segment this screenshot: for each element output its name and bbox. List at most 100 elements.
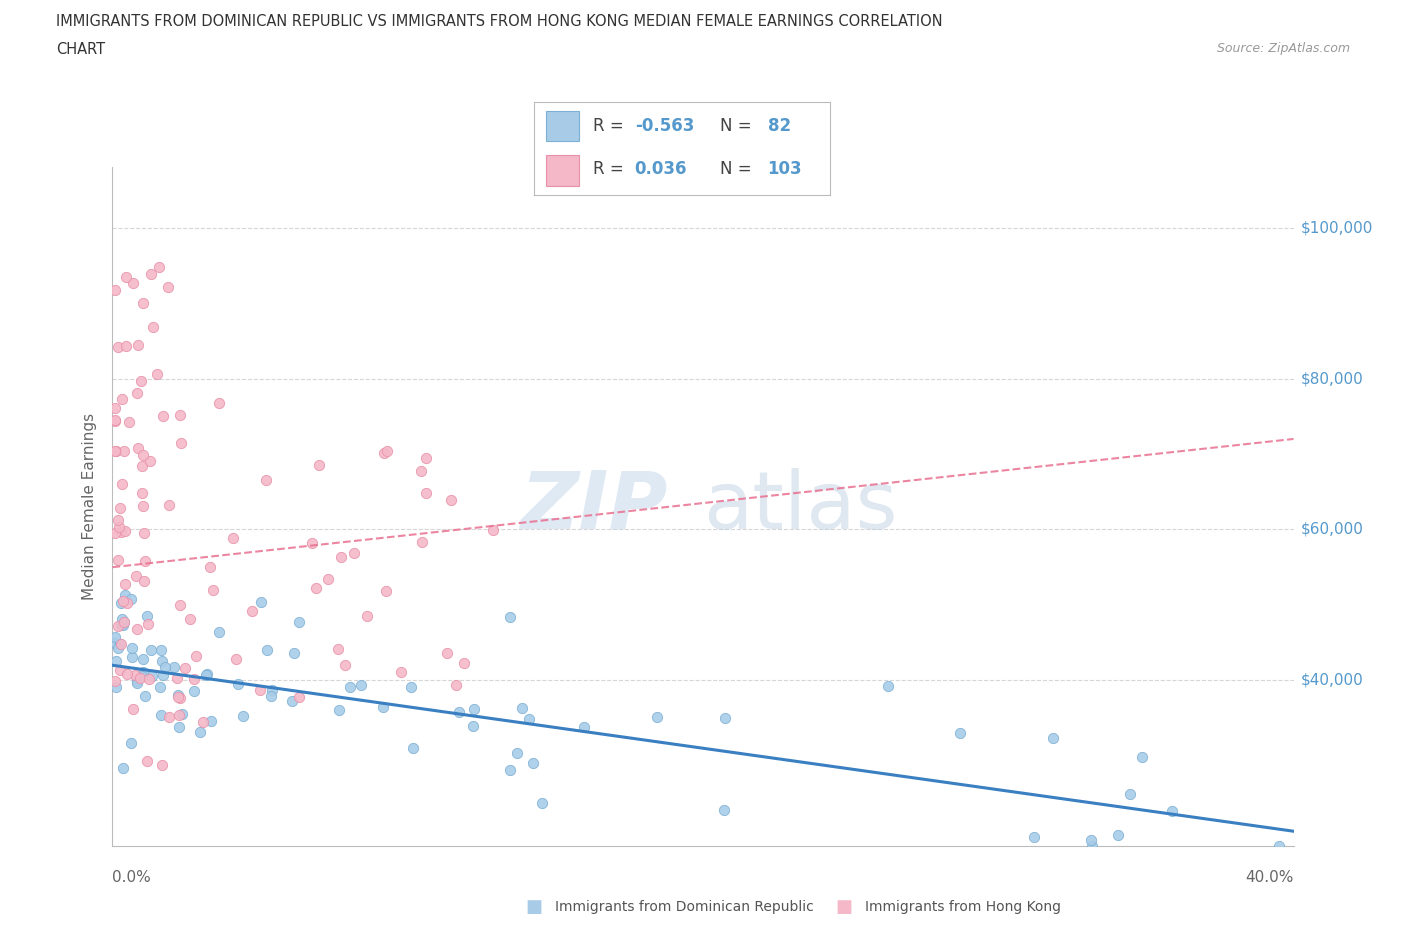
Point [1080, 832, 1102, 847]
Point [157, 710, 180, 724]
Point [132, 498, 155, 513]
Point [232, 708, 254, 723]
Text: Immigrants from Dominican Republic: Immigrants from Dominican Republic [555, 899, 814, 914]
Point [128, 338, 150, 352]
Point [167, 687, 190, 702]
Point [131, 485, 153, 500]
Point [135, 608, 157, 623]
Point [110, 637, 132, 652]
Point [111, 392, 134, 406]
Point [200, 560, 222, 575]
Text: IMMIGRANTS FROM DOMINICAN REPUBLIC VS IMMIGRANTS FROM HONG KONG MEDIAN FEMALE EA: IMMIGRANTS FROM DOMINICAN REPUBLIC VS IM… [56, 14, 943, 29]
Point [339, 680, 361, 695]
Text: R =: R = [593, 160, 630, 179]
Point [127, 441, 149, 456]
Point [375, 444, 398, 458]
Text: Immigrants from Hong Kong: Immigrants from Hong Kong [865, 899, 1060, 914]
Point [125, 386, 148, 401]
Point [1161, 804, 1184, 818]
Text: 82: 82 [768, 116, 790, 135]
Point [107, 512, 129, 527]
Point [114, 524, 136, 538]
Point [104, 630, 127, 644]
Point [108, 520, 131, 535]
Point [449, 705, 471, 720]
Point [150, 758, 173, 773]
Point [132, 448, 155, 463]
Point [510, 700, 533, 715]
Point [107, 618, 129, 633]
Point [129, 671, 152, 685]
Point [138, 672, 160, 687]
Text: $60,000: $60,000 [1301, 522, 1364, 537]
Point [1042, 730, 1064, 745]
Point [335, 658, 357, 672]
Point [356, 609, 378, 624]
Point [121, 276, 143, 291]
Point [399, 679, 422, 694]
Point [167, 690, 190, 705]
Point [172, 707, 194, 722]
Point [139, 453, 162, 468]
Point [132, 665, 155, 680]
Point [200, 714, 222, 729]
Point [104, 414, 127, 429]
Point [149, 680, 172, 695]
Point [124, 668, 146, 683]
Text: 40.0%: 40.0% [1246, 870, 1294, 884]
Point [150, 643, 173, 658]
Point [195, 668, 218, 683]
Point [107, 640, 129, 655]
Text: R =: R = [593, 116, 630, 135]
Point [118, 415, 141, 430]
Point [226, 676, 249, 691]
Point [225, 652, 247, 667]
Point [350, 678, 373, 693]
Point [1268, 839, 1291, 854]
Point [112, 444, 135, 458]
Point [499, 763, 522, 777]
Point [481, 522, 503, 537]
Point [112, 614, 135, 629]
Point [169, 719, 191, 734]
Point [146, 366, 169, 381]
Point [208, 625, 231, 640]
Point [134, 574, 156, 589]
Point [104, 636, 127, 651]
Point [141, 669, 163, 684]
Point [129, 374, 152, 389]
Point [115, 595, 138, 610]
Point [139, 643, 162, 658]
Text: 0.0%: 0.0% [112, 870, 152, 884]
Point [127, 622, 149, 637]
Point [522, 756, 544, 771]
Point [125, 675, 148, 690]
Point [444, 678, 467, 693]
Point [301, 536, 323, 551]
Point [169, 597, 191, 612]
Point [104, 674, 127, 689]
Point [104, 654, 127, 669]
Point [254, 472, 277, 487]
Point [1119, 787, 1142, 802]
Point [131, 669, 153, 684]
Point [111, 593, 134, 608]
Point [411, 534, 433, 549]
Point [148, 259, 170, 274]
Point [136, 617, 159, 631]
Point [152, 667, 174, 682]
Point [714, 711, 737, 725]
Point [453, 656, 475, 671]
Point [401, 740, 423, 755]
Point [375, 583, 398, 598]
Point [287, 615, 309, 630]
Point [409, 463, 432, 478]
Point [262, 683, 284, 698]
Point [240, 603, 263, 618]
Point [329, 550, 352, 565]
Point [104, 283, 127, 298]
Point [572, 720, 595, 735]
Point [114, 577, 136, 591]
Text: ZIP: ZIP [520, 468, 668, 546]
Point [463, 701, 485, 716]
